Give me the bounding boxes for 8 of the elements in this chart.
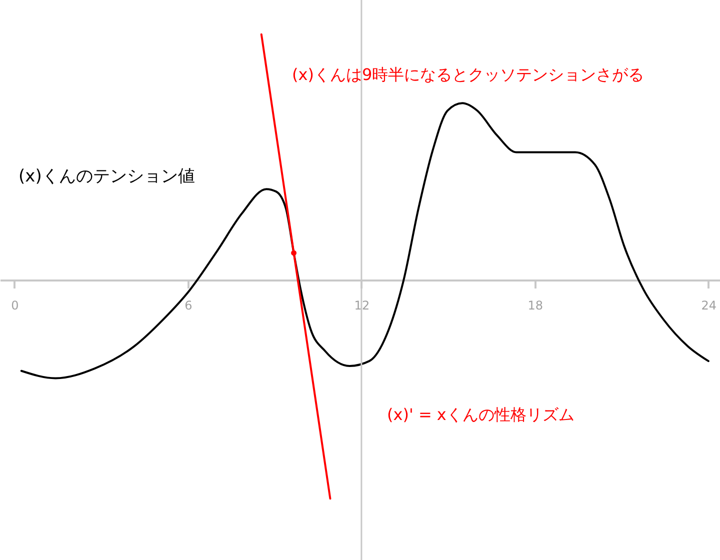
y-axis-title: (x)くんのテンション値 — [18, 166, 195, 186]
x-tick-label: 24 — [701, 298, 717, 312]
annotation: (x)くんは9時半になるとクッソテンションさがる — [292, 65, 644, 84]
x-tick-label: 18 — [528, 298, 544, 312]
annotation: (x)' = xくんの性格リズム — [387, 405, 574, 424]
x-tick-label: 6 — [184, 298, 192, 312]
x-tick-label: 12 — [354, 298, 370, 312]
x-tick-label: 0 — [11, 298, 19, 312]
